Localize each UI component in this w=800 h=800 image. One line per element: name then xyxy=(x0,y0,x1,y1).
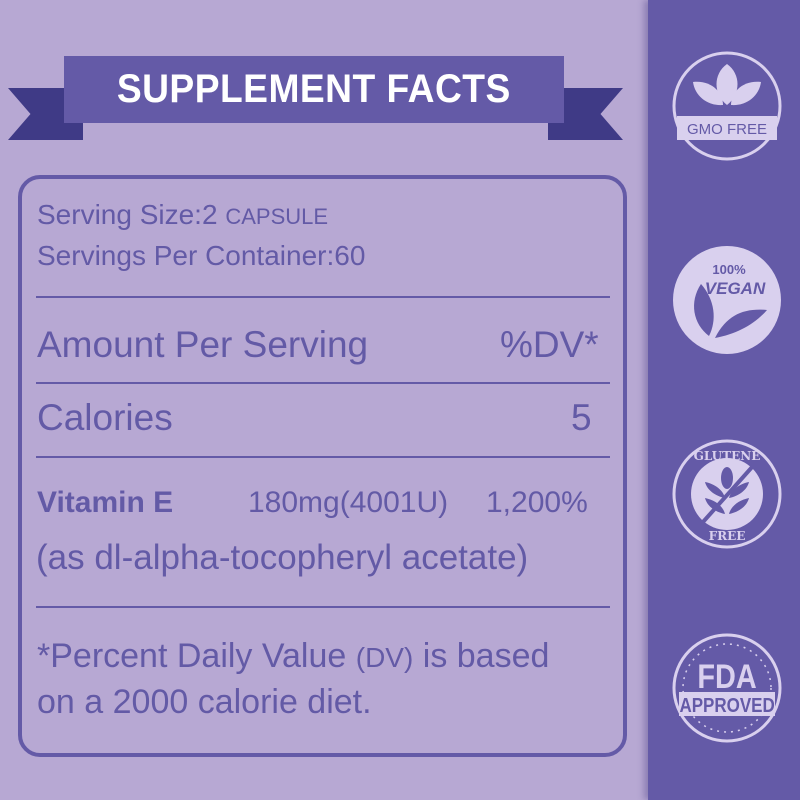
amount-per-serving: Amount Per Serving xyxy=(37,324,369,365)
badge-text: FREE xyxy=(709,529,746,543)
leaves-icon xyxy=(693,64,761,106)
calories-label: Calories xyxy=(37,397,173,438)
page-title: SUPPLEMENT FACTS xyxy=(117,67,511,111)
footnote-text: is based xyxy=(422,637,550,675)
serving-size: Serving Size:2 CAPSULE xyxy=(37,199,328,231)
nutrient-amount: 180mg(4001U) xyxy=(248,486,449,519)
dv-header: %DV* xyxy=(500,324,599,365)
footnote-line-1: *Percent Daily Value (DV) is based xyxy=(37,637,549,676)
servings-per-container: Servings Per Container:60 xyxy=(37,240,366,271)
stamp-icon: FDA APPROVED xyxy=(679,657,775,717)
divider xyxy=(36,606,610,608)
footnote-text: *Percent Daily Value xyxy=(37,637,347,675)
badge-text: FDA xyxy=(697,657,756,696)
nutrient-source: (as dl-alpha-tocopheryl acetate) xyxy=(36,538,529,577)
gluten-free-badge: GLUTENE FREE xyxy=(672,439,782,549)
divider xyxy=(36,382,610,384)
badge-text: GLUTENE xyxy=(694,449,761,463)
badge-text: VEGAN xyxy=(705,279,766,298)
gmo-free-badge: GMO FREE xyxy=(672,51,782,161)
serving-size-label: Serving Size:2 xyxy=(37,199,218,230)
badge-text: 100% xyxy=(712,262,746,277)
serving-size-unit: CAPSULE xyxy=(225,204,329,229)
wheat-icon xyxy=(701,464,755,524)
nutrient-name: Vitamin E xyxy=(37,486,174,519)
divider xyxy=(36,296,610,298)
facts-panel xyxy=(18,175,627,757)
divider xyxy=(36,456,610,458)
vegan-badge: 100% VEGAN xyxy=(673,246,781,354)
footnote-dv: (DV) xyxy=(355,642,414,673)
calories-value: 5 xyxy=(571,397,592,438)
badge-text: APPROVED xyxy=(679,694,774,717)
title-ribbon: SUPPLEMENT FACTS xyxy=(64,56,564,123)
vegan-leaf-icon xyxy=(694,284,767,338)
fda-approved-badge: FDA APPROVED xyxy=(672,633,782,743)
badge-text: GMO FREE xyxy=(687,121,767,138)
nutrient-dv: 1,200% xyxy=(486,486,588,519)
footnote-line-2: on a 2000 calorie diet. xyxy=(37,683,372,721)
